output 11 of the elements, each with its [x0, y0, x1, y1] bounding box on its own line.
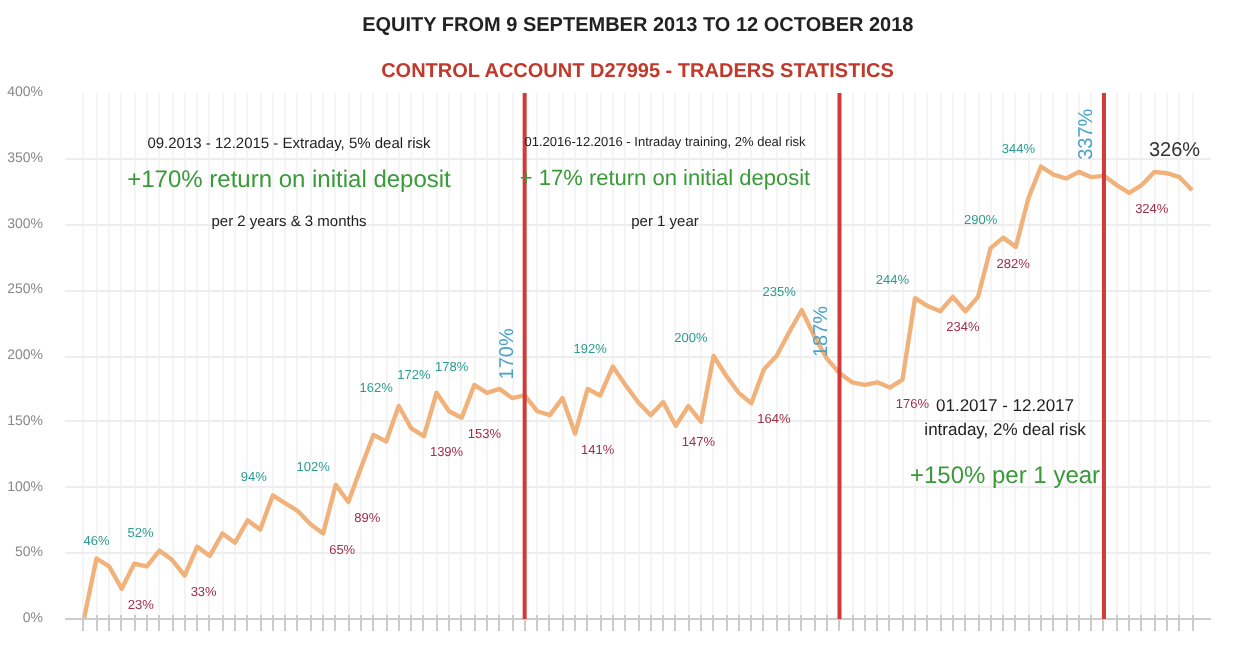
data-label: 187%	[811, 305, 834, 358]
line-series	[81, 164, 1195, 619]
annotation: intraday, 2% deal risk	[924, 419, 1088, 439]
chart-subtitle: CONTROL ACCOUNT D27995 - TRADERS STATISTICS	[381, 61, 895, 83]
data-label: 337%	[1075, 108, 1098, 160]
chart-title: EQUITY FROM 9 SEPTEMBER 2013 TO 12 OCTOBER 2018	[362, 15, 915, 37]
annotation: 01.2017 - 12.2017	[936, 395, 1075, 415]
data-label: 326%	[1148, 140, 1201, 163]
data-label: 170%	[496, 328, 519, 380]
annotation: +170% return on initial deposit	[127, 165, 453, 193]
annotation: +150% per 1 year	[909, 461, 1101, 489]
